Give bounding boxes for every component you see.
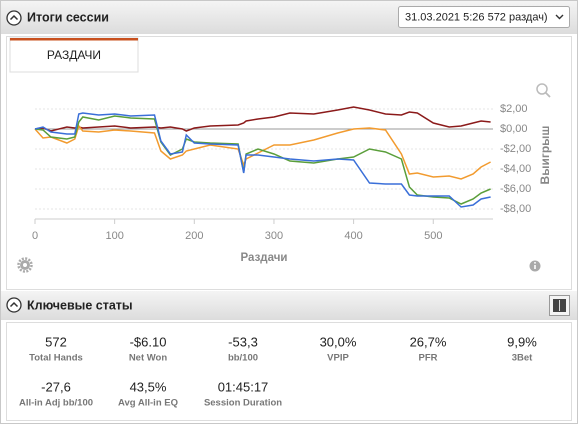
- x-tick-label: 500: [424, 230, 442, 242]
- stat-label: VPIP: [327, 353, 349, 364]
- x-tick-label: 300: [265, 230, 283, 242]
- stat-label: Session Duration: [204, 398, 282, 409]
- stat-label: bb/100: [228, 353, 258, 364]
- zoom-icon[interactable]: [536, 83, 548, 95]
- y-tick-label: -$8,00: [500, 203, 531, 215]
- info-glyph: [534, 265, 536, 269]
- y-tick-label: $0,00: [500, 123, 528, 135]
- x-axis-title: Раздачи: [241, 252, 288, 264]
- stat-label: PFR: [419, 353, 438, 364]
- series-line: [34, 112, 491, 208]
- header-title: Итоги сессии: [27, 10, 109, 24]
- stats-header: [1, 291, 577, 320]
- stat-value: 43,5%: [130, 379, 167, 394]
- x-tick-label: 200: [185, 230, 203, 242]
- stat-label: Total Hands: [29, 353, 83, 364]
- y-tick-label: -$4,00: [500, 163, 531, 175]
- stat-value: 9,9%: [507, 334, 537, 349]
- zoom-handle: [544, 91, 551, 98]
- stat-label: Net Won: [129, 353, 168, 364]
- collapse-icon[interactable]: [6, 297, 22, 313]
- x-tick-label: 400: [344, 230, 362, 242]
- stat-label: Avg All-in EQ: [118, 398, 178, 409]
- tab-indicator: [10, 38, 138, 41]
- stat-value: -53,3: [228, 334, 258, 349]
- stat-label: All-in Adj bb/100: [19, 398, 93, 409]
- y-tick-label: -$6,00: [500, 183, 531, 195]
- y-axis-title: Выигрыш: [538, 126, 552, 185]
- y-tick-label: -$2,00: [500, 143, 531, 155]
- stat-value: 572: [45, 334, 67, 349]
- stat-value: -27,6: [41, 379, 71, 394]
- settings-icon[interactable]: [17, 257, 33, 273]
- series-line: [34, 106, 491, 132]
- chart-panel: [6, 36, 572, 290]
- dropdown-text: 31.03.2021 5:26 572 раздач): [405, 11, 548, 23]
- info-dot: [534, 262, 536, 264]
- stats-title: Ключевые статы: [27, 298, 133, 312]
- dropdown-caret: [555, 14, 564, 20]
- caret: [9, 14, 19, 21]
- x-tick-label: 0: [32, 230, 38, 242]
- caret: [9, 301, 19, 308]
- stat-value: -$6.10: [130, 334, 167, 349]
- stats-panel: [6, 322, 572, 421]
- collapse-icon[interactable]: [6, 10, 22, 26]
- stat-value: 01:45:17: [218, 379, 269, 394]
- stat-value: 26,7%: [410, 334, 447, 349]
- tab[interactable]: [9, 37, 139, 73]
- session-dropdown[interactable]: [398, 6, 570, 28]
- stat-value: 30,0%: [320, 334, 357, 349]
- series-line: [34, 124, 491, 180]
- y-tick-label: $2,00: [500, 103, 528, 115]
- x-tick-label: 100: [105, 230, 123, 242]
- stat-label: 3Bet: [512, 353, 533, 364]
- tab-label: РАЗДАЧИ: [47, 48, 101, 62]
